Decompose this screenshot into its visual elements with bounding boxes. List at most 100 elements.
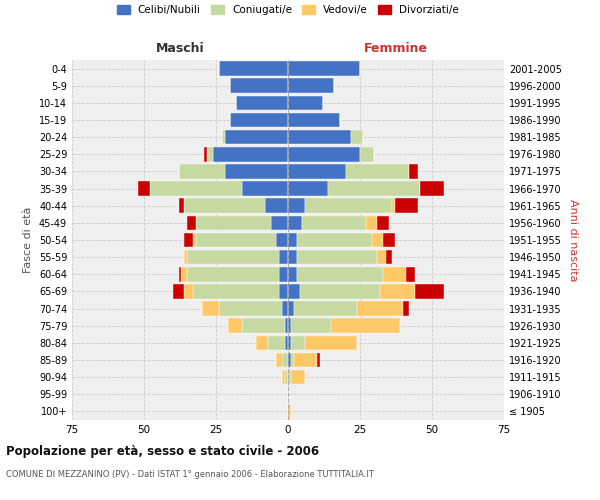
Bar [377,216,389,230]
Bar [296,250,377,264]
Bar [302,216,366,230]
Bar [224,164,288,178]
Bar [406,267,415,281]
Text: Femmine: Femmine [364,42,428,55]
Bar [181,267,187,281]
Bar [196,232,277,248]
Bar [219,62,288,76]
Bar [371,232,383,248]
Bar [288,318,291,333]
Bar [288,370,291,384]
Bar [403,302,409,316]
Bar [280,284,288,298]
Bar [291,318,331,333]
Bar [205,147,208,162]
Bar [288,62,360,76]
Bar [409,164,418,178]
Bar [352,130,363,144]
Bar [392,198,395,213]
Bar [299,284,380,298]
Bar [288,352,291,368]
Bar [383,267,406,281]
Bar [296,232,371,248]
Bar [291,370,305,384]
Bar [187,267,280,281]
Bar [294,352,317,368]
Y-axis label: Fasce di età: Fasce di età [23,207,33,273]
Legend: Celibi/Nubili, Coniugati/e, Vedovi/e, Divorziati/e: Celibi/Nubili, Coniugati/e, Vedovi/e, Di… [113,0,463,19]
Bar [288,302,294,316]
Bar [138,182,150,196]
Bar [184,198,265,213]
Bar [317,352,320,368]
Bar [288,404,291,418]
Bar [285,370,288,384]
Bar [179,198,184,213]
Bar [202,302,219,316]
Bar [277,352,282,368]
Bar [288,284,299,298]
Bar [277,232,288,248]
Text: COMUNE DI MEZZANINO (PV) - Dati ISTAT 1° gennaio 2006 - Elaborazione TUTTITALIA.: COMUNE DI MEZZANINO (PV) - Dati ISTAT 1°… [6,470,374,479]
Bar [187,216,196,230]
Bar [265,198,288,213]
Bar [288,147,360,162]
Bar [242,182,288,196]
Bar [288,112,340,128]
Bar [285,318,288,333]
Bar [184,284,193,298]
Bar [230,78,288,93]
Bar [288,267,296,281]
Bar [346,164,409,178]
Bar [288,96,323,110]
Bar [383,232,395,248]
Bar [256,336,268,350]
Bar [184,250,187,264]
Bar [150,182,242,196]
Bar [242,318,285,333]
Bar [296,267,383,281]
Bar [179,164,224,178]
Bar [208,147,213,162]
Bar [193,232,196,248]
Bar [193,284,280,298]
Y-axis label: Anni di nascita: Anni di nascita [568,198,578,281]
Bar [305,198,392,213]
Bar [230,112,288,128]
Bar [282,302,288,316]
Bar [305,336,357,350]
Bar [288,78,334,93]
Bar [213,147,288,162]
Bar [357,302,403,316]
Bar [415,284,443,298]
Bar [179,267,181,281]
Bar [288,216,302,230]
Bar [291,336,305,350]
Bar [282,352,288,368]
Bar [288,182,328,196]
Bar [268,336,285,350]
Bar [219,302,282,316]
Bar [421,182,443,196]
Bar [187,250,280,264]
Bar [288,198,305,213]
Bar [271,216,288,230]
Bar [236,96,288,110]
Bar [184,232,193,248]
Text: Maschi: Maschi [155,42,205,55]
Bar [222,130,224,144]
Bar [288,232,296,248]
Bar [294,302,357,316]
Bar [386,250,392,264]
Bar [380,284,415,298]
Bar [280,267,288,281]
Bar [366,216,377,230]
Bar [173,284,184,298]
Bar [395,198,418,213]
Bar [227,318,242,333]
Bar [285,336,288,350]
Bar [288,130,352,144]
Bar [331,318,400,333]
Bar [288,250,296,264]
Bar [377,250,386,264]
